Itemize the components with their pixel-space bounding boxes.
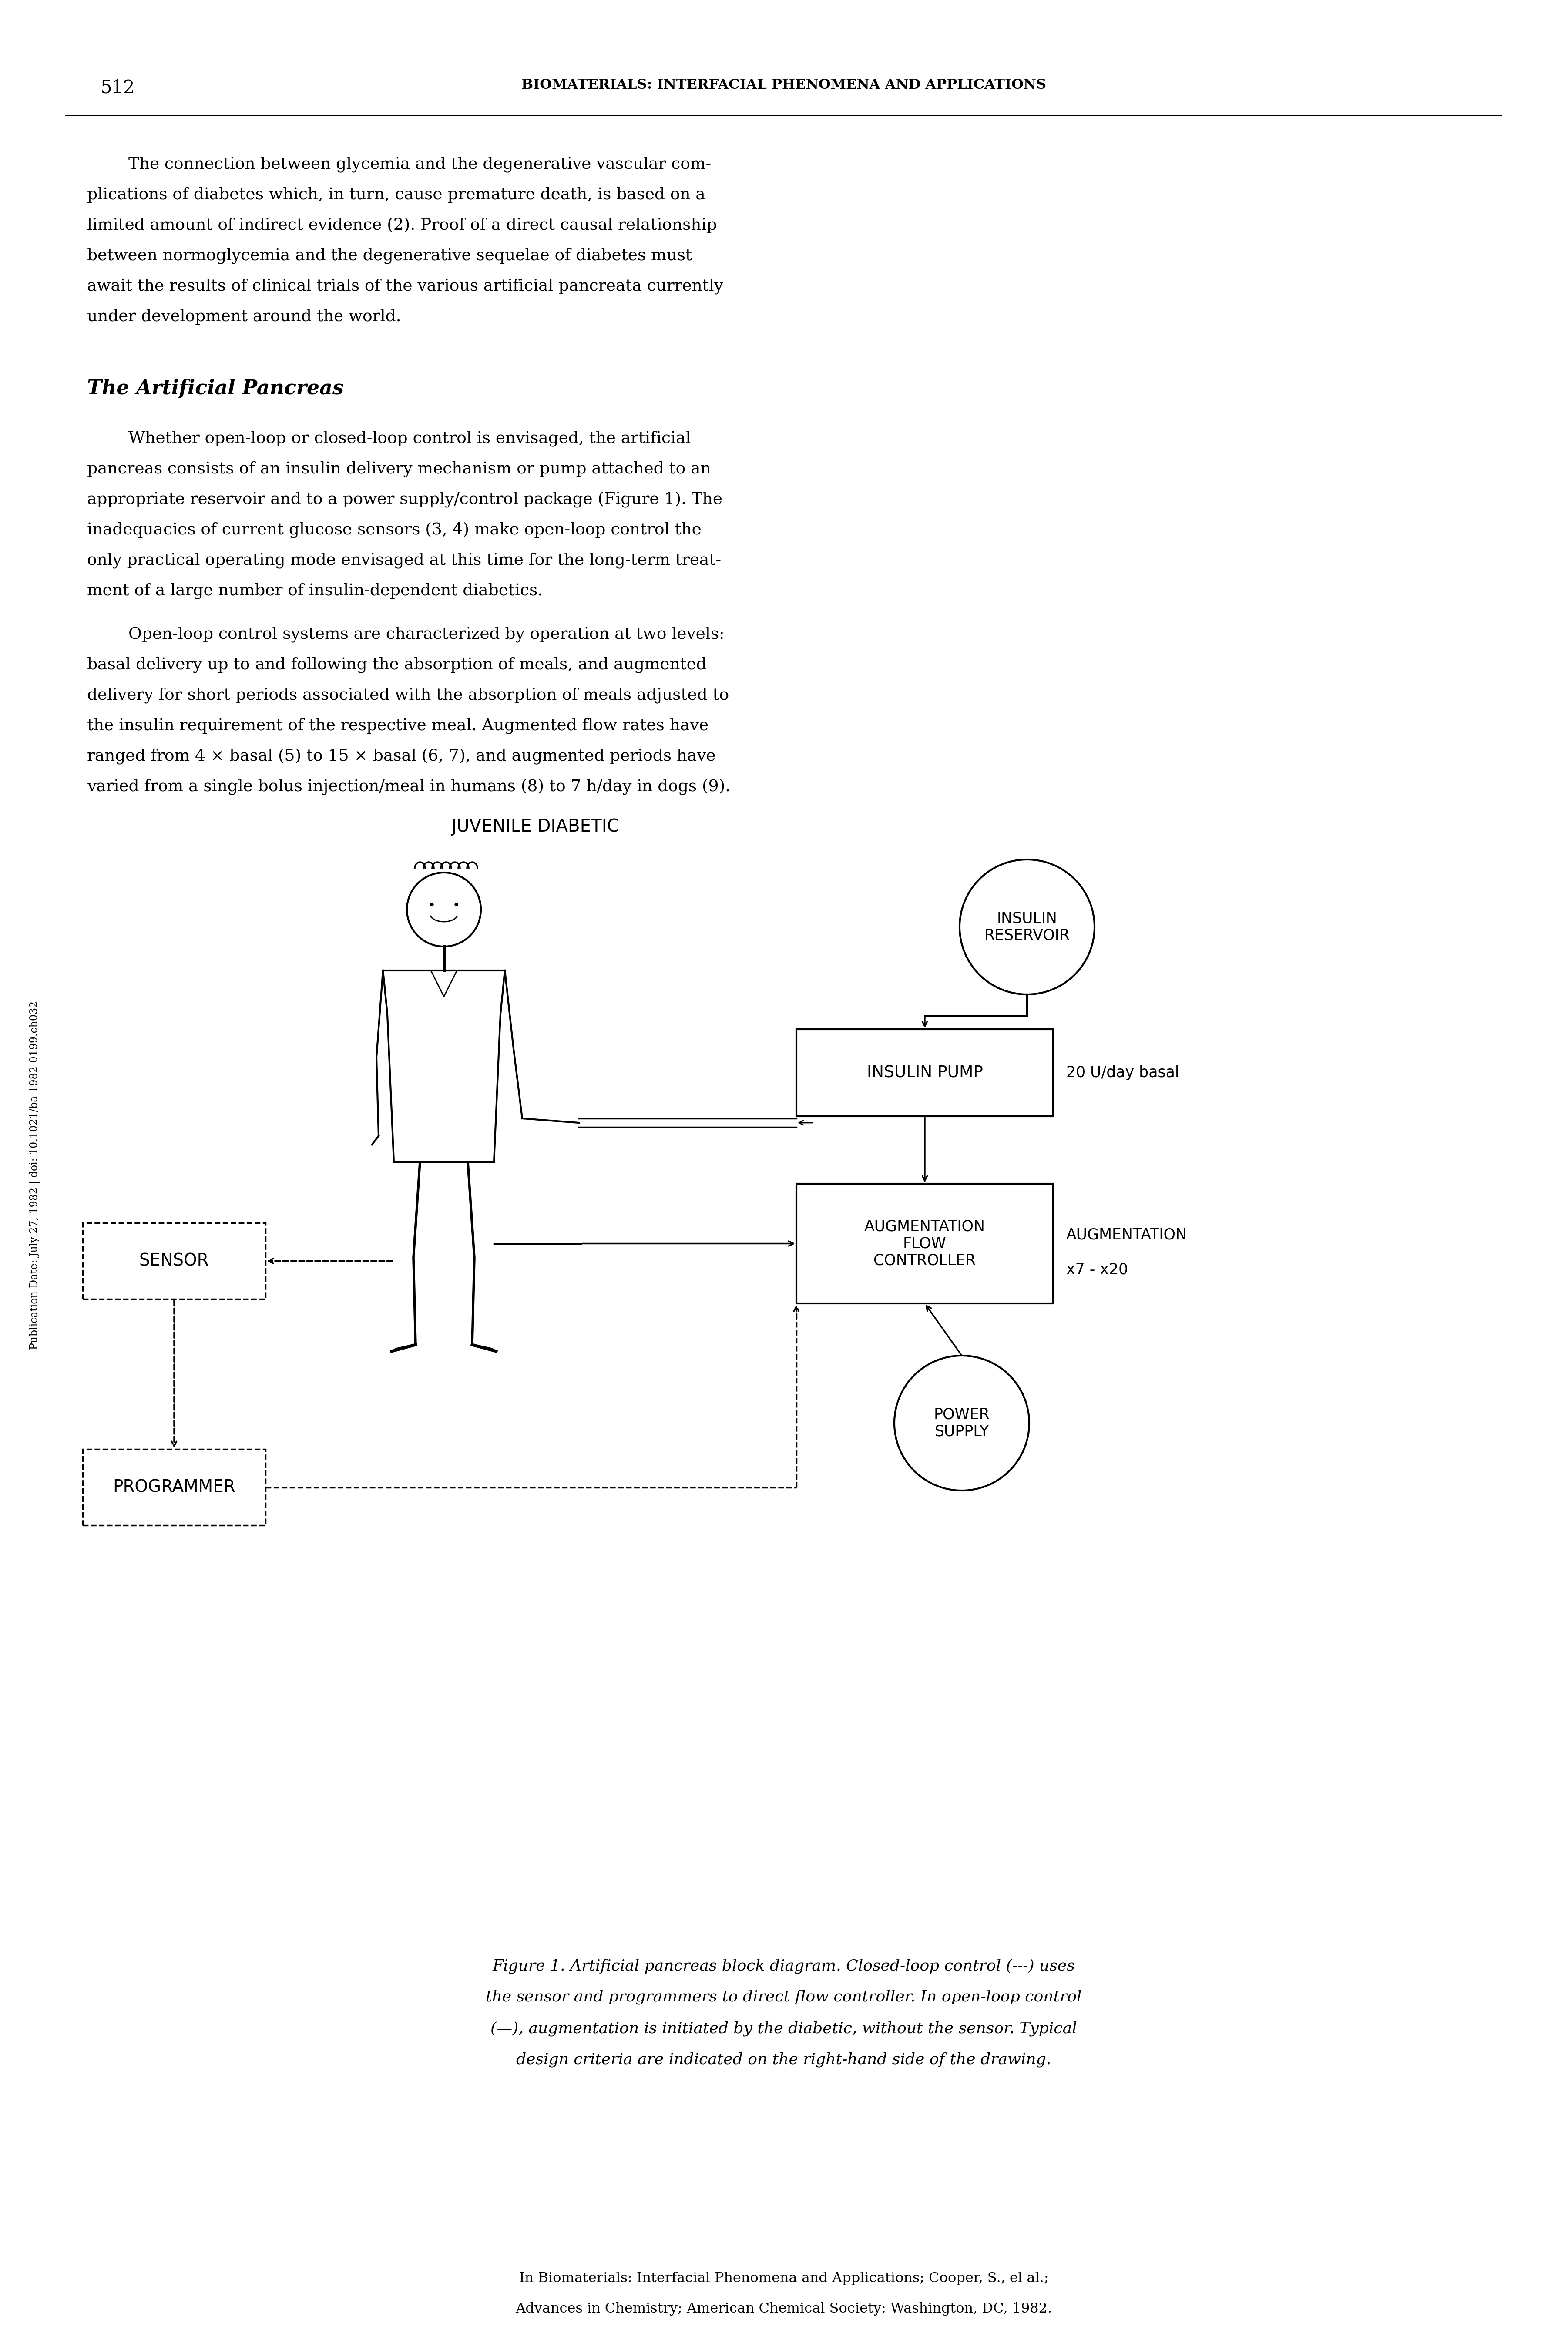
Text: await the results of clinical trials of the various artificial pancreata current: await the results of clinical trials of … bbox=[88, 280, 723, 294]
Text: Open-loop control systems are characterized by operation at two levels:: Open-loop control systems are characteri… bbox=[88, 627, 724, 642]
Bar bbox=[83, 1222, 265, 1300]
Text: only practical operating mode envisaged at this time for the long-term treat-: only practical operating mode envisaged … bbox=[88, 552, 721, 569]
Text: In Biomaterials: Interfacial Phenomena and Applications; Cooper, S., el al.;: In Biomaterials: Interfacial Phenomena a… bbox=[519, 2272, 1049, 2284]
Text: INSULIN
RESERVOIR: INSULIN RESERVOIR bbox=[985, 912, 1069, 942]
Text: Advances in Chemistry; American Chemical Society: Washington, DC, 1982.: Advances in Chemistry; American Chemical… bbox=[516, 2303, 1052, 2315]
Text: AUGMENTATION: AUGMENTATION bbox=[1066, 1227, 1187, 1243]
Text: The connection between glycemia and the degenerative vascular com-: The connection between glycemia and the … bbox=[88, 157, 712, 172]
Text: varied from a single bolus injection/meal in humans (8) to 7 h/day in dogs (9).: varied from a single bolus injection/mea… bbox=[88, 778, 731, 794]
Text: The Artificial Pancreas: The Artificial Pancreas bbox=[88, 378, 343, 400]
Text: Figure 1. Artificial pancreas block diagram. Closed-loop control (---) uses: Figure 1. Artificial pancreas block diag… bbox=[492, 1958, 1076, 1974]
Text: 20 U/day basal: 20 U/day basal bbox=[1066, 1065, 1179, 1081]
Bar bbox=[797, 1184, 1054, 1304]
Text: 512: 512 bbox=[100, 78, 135, 96]
Text: (—), augmentation is initiated by the diabetic, without the sensor. Typical: (—), augmentation is initiated by the di… bbox=[491, 2021, 1077, 2035]
Text: the insulin requirement of the respective meal. Augmented flow rates have: the insulin requirement of the respectiv… bbox=[88, 719, 709, 733]
Text: delivery for short periods associated with the absorption of meals adjusted to: delivery for short periods associated wi… bbox=[88, 689, 729, 703]
Text: AUGMENTATION
FLOW
CONTROLLER: AUGMENTATION FLOW CONTROLLER bbox=[864, 1220, 985, 1269]
Text: under development around the world.: under development around the world. bbox=[88, 308, 401, 324]
Text: JUVENILE DIABETIC: JUVENILE DIABETIC bbox=[452, 818, 619, 837]
Text: Publication Date: July 27, 1982 | doi: 10.1021/ba-1982-0199.ch032: Publication Date: July 27, 1982 | doi: 1… bbox=[30, 1001, 41, 1349]
Text: BIOMATERIALS: INTERFACIAL PHENOMENA AND APPLICATIONS: BIOMATERIALS: INTERFACIAL PHENOMENA AND … bbox=[521, 78, 1046, 92]
Text: ranged from 4 × basal (5) to 15 × basal (6, 7), and augmented periods have: ranged from 4 × basal (5) to 15 × basal … bbox=[88, 750, 715, 764]
Text: inadequacies of current glucose sensors (3, 4) make open-loop control the: inadequacies of current glucose sensors … bbox=[88, 522, 701, 538]
Text: the sensor and programmers to direct flow controller. In open-loop control: the sensor and programmers to direct flo… bbox=[486, 1990, 1082, 2005]
Text: appropriate reservoir and to a power supply/control package (Figure 1). The: appropriate reservoir and to a power sup… bbox=[88, 491, 723, 508]
Text: PROGRAMMER: PROGRAMMER bbox=[113, 1478, 235, 1495]
Bar bbox=[797, 1029, 1054, 1116]
Text: between normoglycemia and the degenerative sequelae of diabetes must: between normoglycemia and the degenerati… bbox=[88, 249, 691, 263]
Bar bbox=[83, 1450, 265, 1525]
Text: Whether open-loop or closed-loop control is envisaged, the artificial: Whether open-loop or closed-loop control… bbox=[88, 430, 691, 446]
Text: limited amount of indirect evidence (2). Proof of a direct causal relationship: limited amount of indirect evidence (2).… bbox=[88, 219, 717, 233]
Text: SENSOR: SENSOR bbox=[140, 1253, 209, 1269]
Text: design criteria are indicated on the right-hand side of the drawing.: design criteria are indicated on the rig… bbox=[516, 2052, 1051, 2068]
Text: basal delivery up to and following the absorption of meals, and augmented: basal delivery up to and following the a… bbox=[88, 658, 707, 672]
Text: plications of diabetes which, in turn, cause premature death, is based on a: plications of diabetes which, in turn, c… bbox=[88, 188, 706, 202]
Text: POWER
SUPPLY: POWER SUPPLY bbox=[933, 1408, 989, 1438]
Text: INSULIN PUMP: INSULIN PUMP bbox=[867, 1065, 983, 1081]
Text: x7 - x20: x7 - x20 bbox=[1066, 1262, 1127, 1276]
Text: ment of a large number of insulin-dependent diabetics.: ment of a large number of insulin-depend… bbox=[88, 583, 543, 599]
Text: pancreas consists of an insulin delivery mechanism or pump attached to an: pancreas consists of an insulin delivery… bbox=[88, 461, 710, 477]
